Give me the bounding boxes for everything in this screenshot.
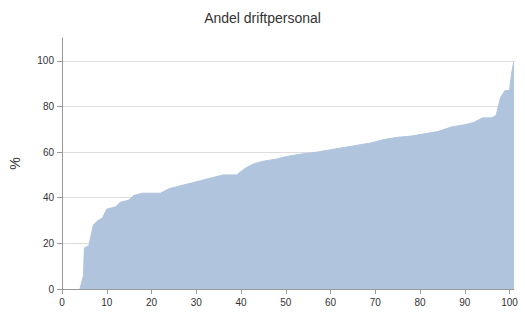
svg-text:60: 60 (325, 297, 337, 308)
svg-text:0: 0 (48, 284, 54, 295)
svg-text:20: 20 (146, 297, 158, 308)
svg-text:10: 10 (101, 297, 113, 308)
svg-text:60: 60 (43, 147, 55, 158)
svg-text:70: 70 (370, 297, 382, 308)
svg-text:20: 20 (43, 238, 55, 249)
svg-text:90: 90 (459, 297, 471, 308)
svg-text:80: 80 (414, 297, 426, 308)
svg-text:40: 40 (235, 297, 247, 308)
svg-text:40: 40 (43, 192, 55, 203)
svg-text:100: 100 (501, 297, 518, 308)
svg-text:100: 100 (37, 55, 54, 66)
svg-text:%: % (7, 157, 23, 169)
svg-text:0: 0 (59, 297, 65, 308)
svg-text:30: 30 (191, 297, 203, 308)
svg-text:50: 50 (280, 297, 292, 308)
svg-text:Andel driftpersonal: Andel driftpersonal (204, 10, 321, 26)
svg-text:80: 80 (43, 101, 55, 112)
